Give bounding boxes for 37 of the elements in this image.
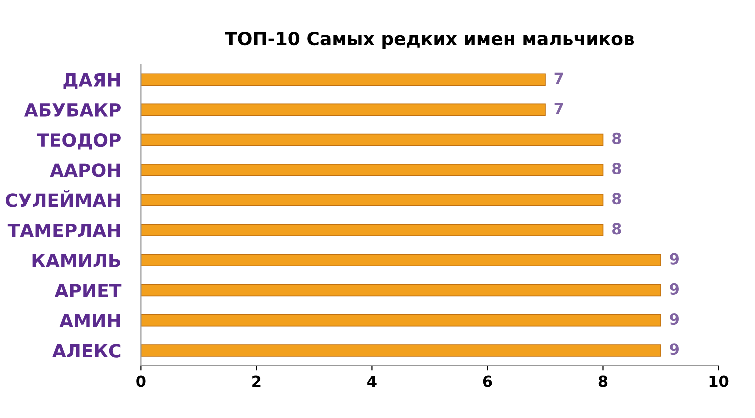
y-tick-label: ТАМЕРЛАН bbox=[8, 224, 120, 238]
y-tick-label: ААРОН bbox=[50, 164, 120, 178]
x-tick-label: 6 bbox=[483, 376, 492, 388]
data-label: 8 bbox=[612, 193, 622, 205]
y-tick-label: АЛЕКС bbox=[52, 344, 121, 358]
data-label: 8 bbox=[612, 132, 622, 144]
x-tick-label: 8 bbox=[598, 376, 608, 388]
bar bbox=[141, 134, 604, 146]
chart-title: ТОП-10 Самых редких имен мальчиков bbox=[225, 32, 634, 50]
data-label: 8 bbox=[612, 163, 622, 175]
y-tick-label: ТЕОДОР bbox=[37, 133, 121, 150]
data-label: 9 bbox=[670, 344, 679, 356]
bar bbox=[141, 74, 546, 86]
bar bbox=[141, 314, 662, 327]
data-label: 8 bbox=[612, 223, 622, 235]
y-tick-label: ДАЯН bbox=[64, 74, 120, 90]
x-tick-label: 0 bbox=[136, 376, 146, 388]
data-label: 9 bbox=[670, 313, 679, 326]
x-tick-label: 4 bbox=[368, 376, 377, 388]
bar bbox=[141, 104, 546, 116]
y-tick-label: АМИН bbox=[60, 314, 120, 328]
x-tick-label: 2 bbox=[252, 376, 261, 388]
bar bbox=[141, 344, 662, 357]
data-label: 7 bbox=[554, 72, 564, 84]
y-tick-label: КАМИЛЬ bbox=[32, 254, 120, 268]
bar bbox=[141, 284, 662, 297]
bar bbox=[141, 164, 604, 176]
y-tick-label: СУЛЕЙМАН bbox=[6, 190, 120, 208]
y-tick-label: АРИЕТ bbox=[54, 284, 122, 298]
data-label: 9 bbox=[670, 283, 679, 295]
bar bbox=[141, 254, 662, 267]
bar bbox=[141, 194, 604, 206]
x-tick-label: 10 bbox=[710, 376, 729, 388]
data-label: 7 bbox=[554, 103, 564, 114]
data-label: 9 bbox=[670, 253, 679, 265]
bar bbox=[141, 224, 604, 236]
y-tick-label: АБУБАКР bbox=[24, 104, 121, 117]
